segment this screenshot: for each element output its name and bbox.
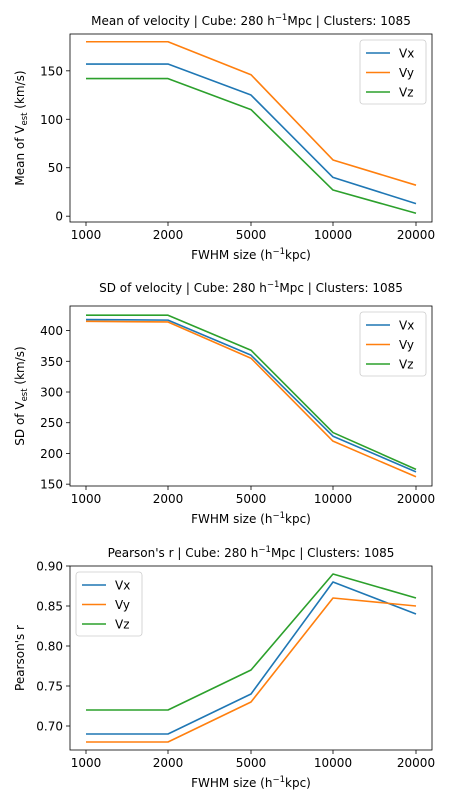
legend: Vx Vy Vz xyxy=(359,39,427,105)
y-tick-label: 150 xyxy=(40,64,63,78)
series-line-vy xyxy=(86,40,417,186)
y-tick-label: 100 xyxy=(40,113,63,127)
legend-box xyxy=(359,39,427,105)
y-tick-label: 200 xyxy=(40,447,63,461)
series-line-vx xyxy=(85,318,417,473)
y-tick-label: 0.85 xyxy=(36,600,63,614)
legend: Vx Vy Vz xyxy=(75,571,143,637)
legend-label-vx: Vx xyxy=(399,319,414,333)
x-tick-label: 2000 xyxy=(153,228,184,242)
x-tick-label: 2000 xyxy=(153,756,184,770)
x-tick-label: 1000 xyxy=(71,756,102,770)
x-tick-label: 5000 xyxy=(236,492,267,506)
chart-panel-2: SD of velocity | Cube: 280 h−1​Mpc | Clu… xyxy=(13,280,435,526)
x-tick-label: 20000 xyxy=(397,756,435,770)
legend: Vx Vy Vz xyxy=(359,311,427,377)
legend-label-vy: Vy xyxy=(399,338,414,352)
y-tick-label: 0 xyxy=(55,210,63,224)
series-line-vz xyxy=(86,573,417,711)
y-tick-label: 150 xyxy=(40,478,63,492)
y-tick-label: 400 xyxy=(40,324,63,338)
y-axis-label: Pearson's r xyxy=(13,625,27,691)
y-tick-label: 0.75 xyxy=(36,680,63,694)
series-line-vx xyxy=(86,581,417,735)
legend-label-vy: Vy xyxy=(115,598,130,612)
y-tick-label: 350 xyxy=(40,355,63,369)
x-axis-label: FWHM size (h−1​kpc) xyxy=(191,775,311,790)
y-axis-label: SD of Vest​ (km/s) xyxy=(13,346,30,445)
x-tick-label: 10000 xyxy=(314,492,352,506)
legend-label-vz: Vz xyxy=(115,618,130,632)
y-tick-label: 0.80 xyxy=(36,640,63,654)
series-line-vy xyxy=(85,320,417,478)
x-tick-label: 10000 xyxy=(314,756,352,770)
x-axis-label: FWHM size (h−1​kpc) xyxy=(191,247,311,262)
x-tick-label: 10000 xyxy=(314,228,352,242)
x-tick-label: 5000 xyxy=(236,756,267,770)
legend-label-vz: Vz xyxy=(399,86,414,100)
series-line-vx xyxy=(86,63,417,205)
y-tick-label: 0.70 xyxy=(36,720,63,734)
x-tick-label: 5000 xyxy=(236,228,267,242)
y-tick-label: 300 xyxy=(40,386,63,400)
series-line-vy xyxy=(86,597,417,743)
x-tick-label: 20000 xyxy=(397,228,435,242)
y-tick-label: 0.90 xyxy=(36,560,63,574)
legend-box xyxy=(359,311,427,377)
y-tick-label: 50 xyxy=(48,161,63,175)
series-line-vz xyxy=(86,77,417,215)
chart-title: Pearson's r | Cube: 280 h−1​Mpc | Cluste… xyxy=(108,545,395,560)
legend-label-vz: Vz xyxy=(399,358,414,372)
x-tick-label: 20000 xyxy=(397,492,435,506)
x-tick-label: 2000 xyxy=(153,492,184,506)
legend-label-vx: Vx xyxy=(399,47,414,61)
x-axis-label: FWHM size (h−1​kpc) xyxy=(191,511,311,526)
chart-title: SD of velocity | Cube: 280 h−1​Mpc | Clu… xyxy=(99,280,403,295)
chart-panel-3: Pearson's r | Cube: 280 h−1​Mpc | Cluste… xyxy=(13,545,435,790)
x-tick-label: 1000 xyxy=(71,492,102,506)
legend-label-vx: Vx xyxy=(115,579,130,593)
series-line-vz xyxy=(86,314,417,471)
chart-title: Mean of velocity | Cube: 280 h−1​Mpc | C… xyxy=(91,13,411,28)
y-axis-label: Mean of Vest​ (km/s) xyxy=(13,70,30,185)
chart-panel-1: Mean of velocity | Cube: 280 h−1​Mpc | C… xyxy=(13,13,435,262)
legend-box xyxy=(75,571,143,637)
y-tick-label: 250 xyxy=(40,416,63,430)
legend-label-vy: Vy xyxy=(399,66,414,80)
x-tick-label: 1000 xyxy=(71,228,102,242)
